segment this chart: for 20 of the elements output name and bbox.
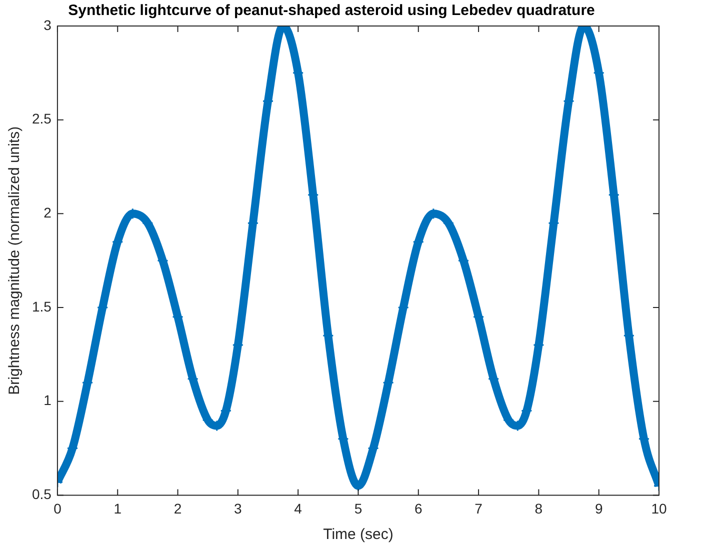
y-axis-title: Brightness magnitude (normalized units) <box>6 126 24 395</box>
x-tick-label: 8 <box>534 500 543 516</box>
y-tick-label: 2 <box>44 204 52 221</box>
x-tick-label: 10 <box>651 500 667 516</box>
x-tick-label: 6 <box>414 500 422 516</box>
y-tick-label: 1.5 <box>32 298 52 314</box>
x-tick-label: 2 <box>174 500 182 516</box>
y-tick-label: 3 <box>44 16 52 33</box>
x-tick-label: 4 <box>294 500 302 516</box>
x-tick-label: 7 <box>474 500 483 516</box>
x-tick-label: 0 <box>54 500 62 516</box>
x-tick-label: 3 <box>234 500 242 516</box>
x-axis-title: Time (sec) <box>323 526 394 544</box>
x-tick-label: 9 <box>594 500 603 516</box>
x-tick-label: 1 <box>114 500 122 516</box>
x-tick-label: 5 <box>354 500 362 516</box>
chart-title: Synthetic lightcurve of peanut-shaped asteroid using Lebedev quadrature <box>68 2 595 20</box>
y-tick-label: 1 <box>44 392 52 408</box>
y-tick-label: 2.5 <box>32 110 52 127</box>
y-tick-label: 0.5 <box>32 486 52 502</box>
